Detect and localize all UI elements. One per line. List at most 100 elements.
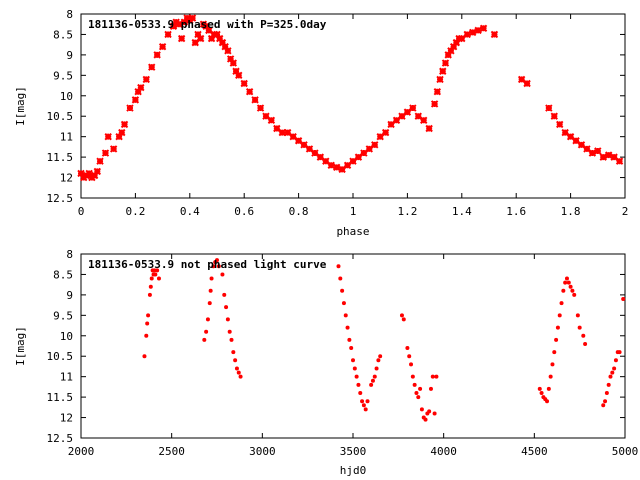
- data-point: [316, 153, 325, 161]
- data-point: [358, 391, 363, 396]
- y-tick-label: 8: [66, 248, 73, 261]
- data-point: [236, 370, 241, 375]
- data-point: [615, 157, 624, 165]
- data-point: [360, 399, 365, 404]
- data-point: [419, 407, 424, 412]
- data-point: [278, 128, 286, 137]
- data-point: [594, 147, 602, 155]
- data-point: [399, 313, 404, 318]
- data-point: [365, 145, 374, 153]
- data-point: [147, 292, 152, 297]
- data-point: [146, 313, 151, 318]
- data-point: [430, 374, 435, 379]
- data-point: [468, 28, 477, 37]
- data-point: [376, 132, 384, 141]
- data-point: [378, 354, 383, 359]
- y-tick-label: 12: [60, 172, 73, 185]
- data-point: [169, 22, 178, 30]
- data-point: [235, 71, 243, 80]
- data-series: [142, 258, 626, 422]
- y-tick-label: 10: [60, 90, 73, 103]
- data-point: [225, 317, 230, 322]
- data-point: [134, 87, 142, 96]
- y-tick-label: 10.5: [47, 350, 74, 363]
- data-point: [156, 276, 161, 281]
- data-point: [336, 264, 341, 269]
- data-point: [345, 325, 350, 330]
- data-point: [370, 378, 375, 383]
- data-point: [555, 325, 560, 330]
- data-point: [209, 276, 214, 281]
- data-point: [234, 366, 239, 371]
- data-point: [267, 116, 276, 125]
- data-point: [338, 165, 346, 174]
- data-point: [434, 374, 439, 379]
- data-point: [221, 43, 229, 51]
- data-point: [93, 167, 102, 176]
- data-point: [77, 169, 85, 178]
- x-tick-label: 4000: [430, 445, 457, 458]
- data-point: [180, 18, 189, 26]
- data-point: [430, 100, 439, 108]
- data-point: [229, 337, 234, 342]
- data-point: [305, 145, 314, 153]
- data-point: [603, 399, 608, 404]
- x-tick-label: 0.8: [289, 205, 309, 218]
- x-tick-label: 1.2: [397, 205, 417, 218]
- data-point: [177, 34, 186, 43]
- y-tick-label: 12.5: [47, 192, 74, 205]
- data-point: [153, 272, 158, 277]
- data-point: [226, 55, 235, 63]
- data-point: [233, 358, 238, 363]
- data-point: [224, 47, 232, 55]
- data-point: [191, 38, 199, 47]
- data-point: [606, 382, 611, 387]
- plot-title: 181136-0533.9 not phased light curve: [88, 258, 327, 271]
- data-point: [401, 317, 406, 322]
- data-point: [479, 24, 488, 33]
- data-point: [561, 288, 566, 293]
- data-point: [577, 141, 586, 149]
- data-point: [229, 59, 238, 67]
- plot-title: 181136-0533.9 phased with P=325.0day: [88, 18, 327, 31]
- data-point: [224, 305, 229, 310]
- data-point: [338, 276, 343, 281]
- data-point: [216, 264, 221, 269]
- y-axis-label: I[mag]: [14, 326, 27, 366]
- data-point: [537, 386, 542, 391]
- data-point: [604, 391, 609, 396]
- x-tick-label: 1.6: [506, 205, 526, 218]
- data-point: [365, 399, 370, 404]
- data-point: [85, 169, 93, 178]
- data-point: [583, 145, 591, 153]
- data-point: [545, 104, 553, 112]
- x-axis-label: hjd0: [340, 464, 367, 477]
- data-point: [343, 161, 352, 169]
- data-point: [164, 30, 172, 39]
- data-point: [349, 157, 357, 165]
- data-point: [273, 124, 281, 133]
- data-point: [452, 38, 461, 47]
- data-point: [311, 149, 319, 157]
- data-point: [216, 34, 224, 43]
- data-point: [351, 358, 355, 363]
- data-point: [222, 292, 227, 297]
- data-point: [137, 83, 145, 92]
- data-point: [409, 104, 417, 112]
- data-point: [204, 329, 209, 334]
- data-point: [356, 382, 361, 387]
- y-tick-label: 8.5: [53, 268, 73, 281]
- data-point: [418, 386, 423, 391]
- data-point: [144, 333, 149, 338]
- data-point: [604, 151, 613, 159]
- data-point: [416, 395, 421, 400]
- data-point: [104, 132, 112, 141]
- data-point: [363, 407, 368, 412]
- data-point: [414, 391, 419, 396]
- data-point: [188, 14, 197, 22]
- data-point: [232, 67, 240, 75]
- y-tick-label: 12: [60, 412, 73, 425]
- data-point: [218, 38, 227, 47]
- data-point: [227, 329, 232, 334]
- data-point: [436, 75, 444, 84]
